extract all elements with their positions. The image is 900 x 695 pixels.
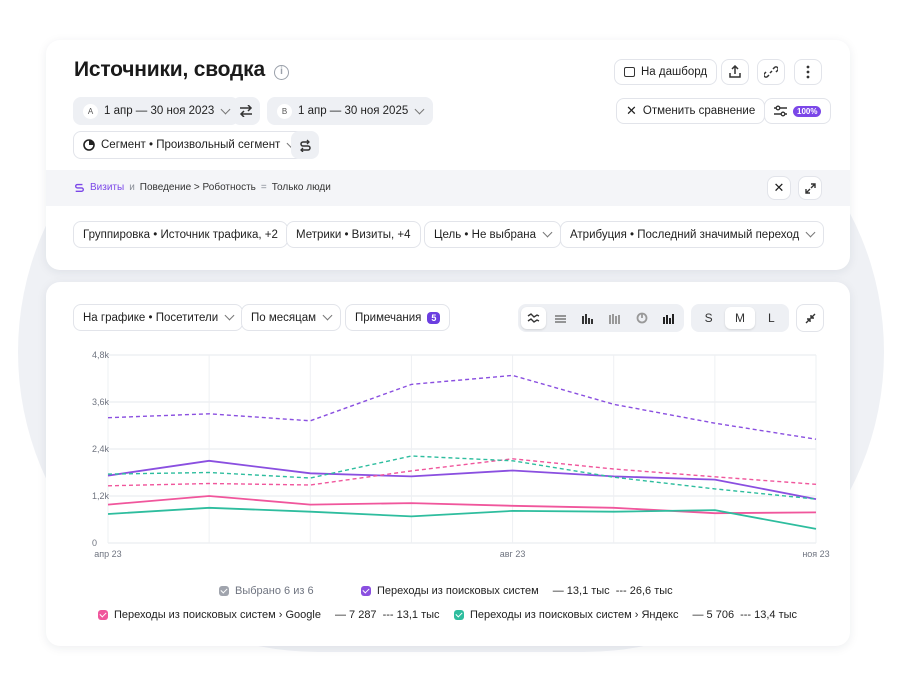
swap-periods-button[interactable] (232, 97, 260, 125)
line-chart-icon[interactable] (521, 307, 546, 329)
visits-icon (75, 183, 84, 192)
collapse-icon (805, 313, 815, 323)
dashboard-icon (624, 67, 635, 77)
y-tick-label: 3,6k (92, 397, 110, 407)
chevron-down-icon (322, 310, 333, 321)
expand-icon (804, 182, 816, 194)
chart-size-switch: S M L (691, 304, 789, 332)
settings-sliders-icon (774, 105, 787, 117)
breadcrumb-value[interactable]: Только люди (271, 182, 331, 193)
swap-icon (239, 105, 253, 117)
report-header-card: Источники, сводка i На дашборд A 1 апр —… (46, 40, 850, 270)
attribution-select[interactable]: Атрибуция • Последний значимый переход (560, 221, 825, 248)
area-chart-icon[interactable] (548, 307, 573, 329)
series-line-2[interactable] (107, 495, 817, 515)
goal-select[interactable]: Цель • Не выбрана (424, 221, 562, 248)
grouping-button[interactable]: Группировка • Источник трафика, +2 (73, 221, 288, 248)
series-line-0[interactable] (107, 459, 817, 500)
link-icon (764, 66, 778, 78)
breadcrumb-path[interactable]: Поведение > Роботность (139, 182, 256, 193)
y-tick-label: 0 (92, 538, 97, 548)
legend-item-search[interactable]: Переходы из поисковых систем — 13,1 тыс … (361, 585, 673, 597)
y-tick-label: 2,4k (92, 444, 110, 454)
size-s-button[interactable]: S (704, 311, 713, 325)
filter-strip (46, 170, 850, 206)
more-icon (806, 65, 810, 79)
line-chart[interactable]: 0 1,2k 2,4k 3,6k 4,8k апр 23 авг 23 ноя 23 (46, 342, 850, 632)
segment-compare-button[interactable] (291, 131, 319, 159)
checkbox-icon (219, 586, 229, 596)
clear-filter-button[interactable]: ✕ (767, 176, 791, 200)
chevron-down-icon (224, 310, 235, 321)
checkbox-icon (454, 610, 464, 620)
y-tick-label: 1,2k (92, 491, 110, 501)
copy-link-button[interactable] (757, 59, 785, 85)
segment-compare-icon (299, 139, 311, 152)
more-button[interactable] (794, 59, 822, 85)
checkbox-icon (98, 610, 108, 620)
stacked-bar-icon[interactable] (602, 307, 627, 329)
legend-selected-all[interactable]: Выбрано 6 из 6 (219, 585, 314, 597)
y-tick-label: 4,8k (92, 350, 110, 360)
chart-card: На графике • Посетители По месяцам Приме… (46, 282, 850, 646)
period-a-badge: A (83, 103, 98, 119)
metrics-button[interactable]: Метрики • Визиты, +4 (286, 221, 421, 248)
chevron-down-icon (805, 227, 816, 238)
segment-pie-icon (83, 139, 95, 151)
close-icon: ✕ (773, 180, 785, 195)
chevron-down-icon (220, 104, 231, 114)
x-tick-label: апр 23 (94, 549, 121, 559)
chart-type-switch (518, 304, 684, 332)
export-button[interactable] (721, 59, 749, 85)
notes-count-badge: 5 (427, 311, 441, 324)
collapse-chart-button[interactable] (796, 304, 824, 332)
size-m-button[interactable]: M (725, 307, 755, 329)
cancel-compare-button[interactable]: ✕ Отменить сравнение (616, 98, 766, 124)
legend-item-yandex[interactable]: Переходы из поисковых систем › Яндекс — … (454, 609, 797, 621)
expand-filter-button[interactable] (798, 176, 822, 200)
info-icon[interactable]: i (274, 65, 289, 80)
checkbox-icon (361, 586, 371, 596)
x-tick-label: ноя 23 (802, 549, 829, 559)
export-icon (729, 65, 741, 78)
breadcrumb-visits[interactable]: Визиты (90, 182, 125, 193)
close-icon: ✕ (626, 103, 637, 118)
segment-select[interactable]: Сегмент • Произвольный сегмент (73, 131, 306, 159)
size-l-button[interactable]: L (767, 311, 775, 325)
sampling-button[interactable]: 100% (764, 98, 832, 124)
date-range-b[interactable]: B 1 апр — 30 ноя 2025 (267, 97, 434, 125)
period-b-badge: B (277, 103, 292, 119)
chevron-down-icon (414, 104, 425, 114)
notes-button[interactable]: Примечания 5 (345, 304, 451, 331)
to-dashboard-button[interactable]: На дашборд (614, 59, 718, 85)
date-range-a[interactable]: A 1 апр — 30 ноя 2023 (73, 97, 240, 125)
bar-chart-icon[interactable] (575, 307, 600, 329)
page-title: Источники, сводка (74, 58, 265, 81)
breadcrumb: Визиты и Поведение > Роботность = Только… (74, 182, 331, 193)
x-tick-label: авг 23 (500, 549, 526, 559)
column-chart-icon[interactable] (656, 307, 681, 329)
series-line-4[interactable] (107, 506, 817, 530)
series-line-5[interactable] (107, 455, 817, 500)
sampling-badge: 100% (793, 105, 822, 117)
period-grouping-select[interactable]: По месяцам (241, 304, 342, 331)
pie-chart-icon[interactable] (629, 307, 654, 329)
chart-metric-select[interactable]: На графике • Посетители (73, 304, 244, 331)
chevron-down-icon (542, 227, 553, 238)
series-line-1[interactable] (107, 374, 817, 440)
legend-item-google[interactable]: Переходы из поисковых систем › Google — … (98, 609, 440, 621)
